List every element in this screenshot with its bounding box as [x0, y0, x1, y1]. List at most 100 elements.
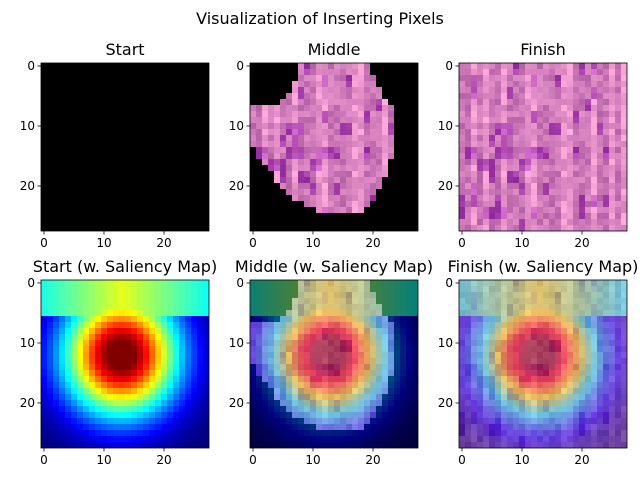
- pixel: [77, 352, 83, 358]
- pixel: [268, 177, 274, 183]
- pixel: [495, 412, 501, 418]
- pixel: [609, 436, 615, 442]
- pixel: [459, 340, 465, 346]
- pixel: [525, 370, 531, 376]
- pixel: [179, 69, 185, 75]
- pixel: [465, 400, 471, 406]
- pixel: [358, 219, 364, 225]
- pixel: [41, 183, 47, 189]
- pixel: [358, 298, 364, 304]
- pixel: [352, 364, 358, 370]
- pixel: [101, 418, 107, 424]
- pixel: [125, 75, 131, 81]
- pixel: [286, 123, 292, 129]
- pixel: [603, 376, 609, 382]
- pixel: [197, 177, 203, 183]
- pixel: [101, 99, 107, 105]
- pixel: [543, 135, 549, 141]
- pixel: [107, 75, 113, 81]
- pixel: [334, 75, 340, 81]
- pixel: [256, 105, 262, 111]
- pixel: [400, 129, 406, 135]
- pixel: [591, 189, 597, 195]
- pixel: [555, 93, 561, 99]
- pixel: [161, 286, 167, 292]
- pixel: [322, 111, 328, 117]
- pixel: [101, 406, 107, 412]
- pixel: [197, 382, 203, 388]
- pixel: [531, 129, 537, 135]
- pixel: [83, 105, 89, 111]
- pixel: [125, 406, 131, 412]
- pixel: [406, 147, 412, 153]
- pixel: [203, 406, 209, 412]
- pixel: [459, 394, 465, 400]
- pixel: [322, 304, 328, 310]
- pixel: [197, 298, 203, 304]
- x-tick-label: 10: [305, 453, 320, 467]
- pixel: [89, 135, 95, 141]
- pixel: [382, 189, 388, 195]
- pixel: [400, 286, 406, 292]
- pixel: [513, 117, 519, 123]
- pixel: [561, 388, 567, 394]
- pixel: [167, 382, 173, 388]
- pixel: [316, 165, 322, 171]
- pixel: [543, 111, 549, 117]
- pixel: [250, 358, 256, 364]
- pixel: [358, 81, 364, 87]
- pixel: [250, 159, 256, 165]
- pixel: [465, 280, 471, 286]
- pixel: [173, 189, 179, 195]
- pixel: [89, 388, 95, 394]
- pixel: [603, 442, 609, 448]
- pixel: [483, 412, 489, 418]
- pixel: [155, 75, 161, 81]
- pixel: [292, 147, 298, 153]
- pixel: [340, 183, 346, 189]
- pixel: [459, 322, 465, 328]
- pixel: [459, 75, 465, 81]
- pixel: [388, 292, 394, 298]
- pixel: [471, 292, 477, 298]
- pixel: [543, 87, 549, 93]
- pixel: [137, 322, 143, 328]
- pixel: [71, 376, 77, 382]
- pixel: [465, 195, 471, 201]
- pixel: [591, 346, 597, 352]
- pixel: [250, 195, 256, 201]
- pixel: [501, 159, 507, 165]
- pixel: [101, 165, 107, 171]
- pixel: [495, 430, 501, 436]
- pixel: [250, 406, 256, 412]
- pixel: [95, 388, 101, 394]
- pixel: [83, 406, 89, 412]
- pixel: [603, 183, 609, 189]
- pixel: [358, 424, 364, 430]
- pixel: [274, 406, 280, 412]
- pixel: [298, 340, 304, 346]
- pixel: [113, 418, 119, 424]
- pixel: [543, 340, 549, 346]
- pixel: [322, 201, 328, 207]
- pixel: [262, 304, 268, 310]
- pixel: [268, 430, 274, 436]
- pixel: [203, 346, 209, 352]
- pixel: [471, 129, 477, 135]
- pixel: [179, 370, 185, 376]
- pixel: [364, 382, 370, 388]
- pixel: [406, 201, 412, 207]
- pixel: [346, 412, 352, 418]
- pixel: [286, 304, 292, 310]
- pixel: [316, 406, 322, 412]
- pixel: [591, 370, 597, 376]
- pixel: [167, 129, 173, 135]
- pixel: [465, 394, 471, 400]
- pixel: [161, 153, 167, 159]
- pixel: [561, 129, 567, 135]
- pixel: [603, 219, 609, 225]
- pixel: [346, 105, 352, 111]
- pixel: [71, 334, 77, 340]
- pixel: [65, 129, 71, 135]
- pixel: [471, 406, 477, 412]
